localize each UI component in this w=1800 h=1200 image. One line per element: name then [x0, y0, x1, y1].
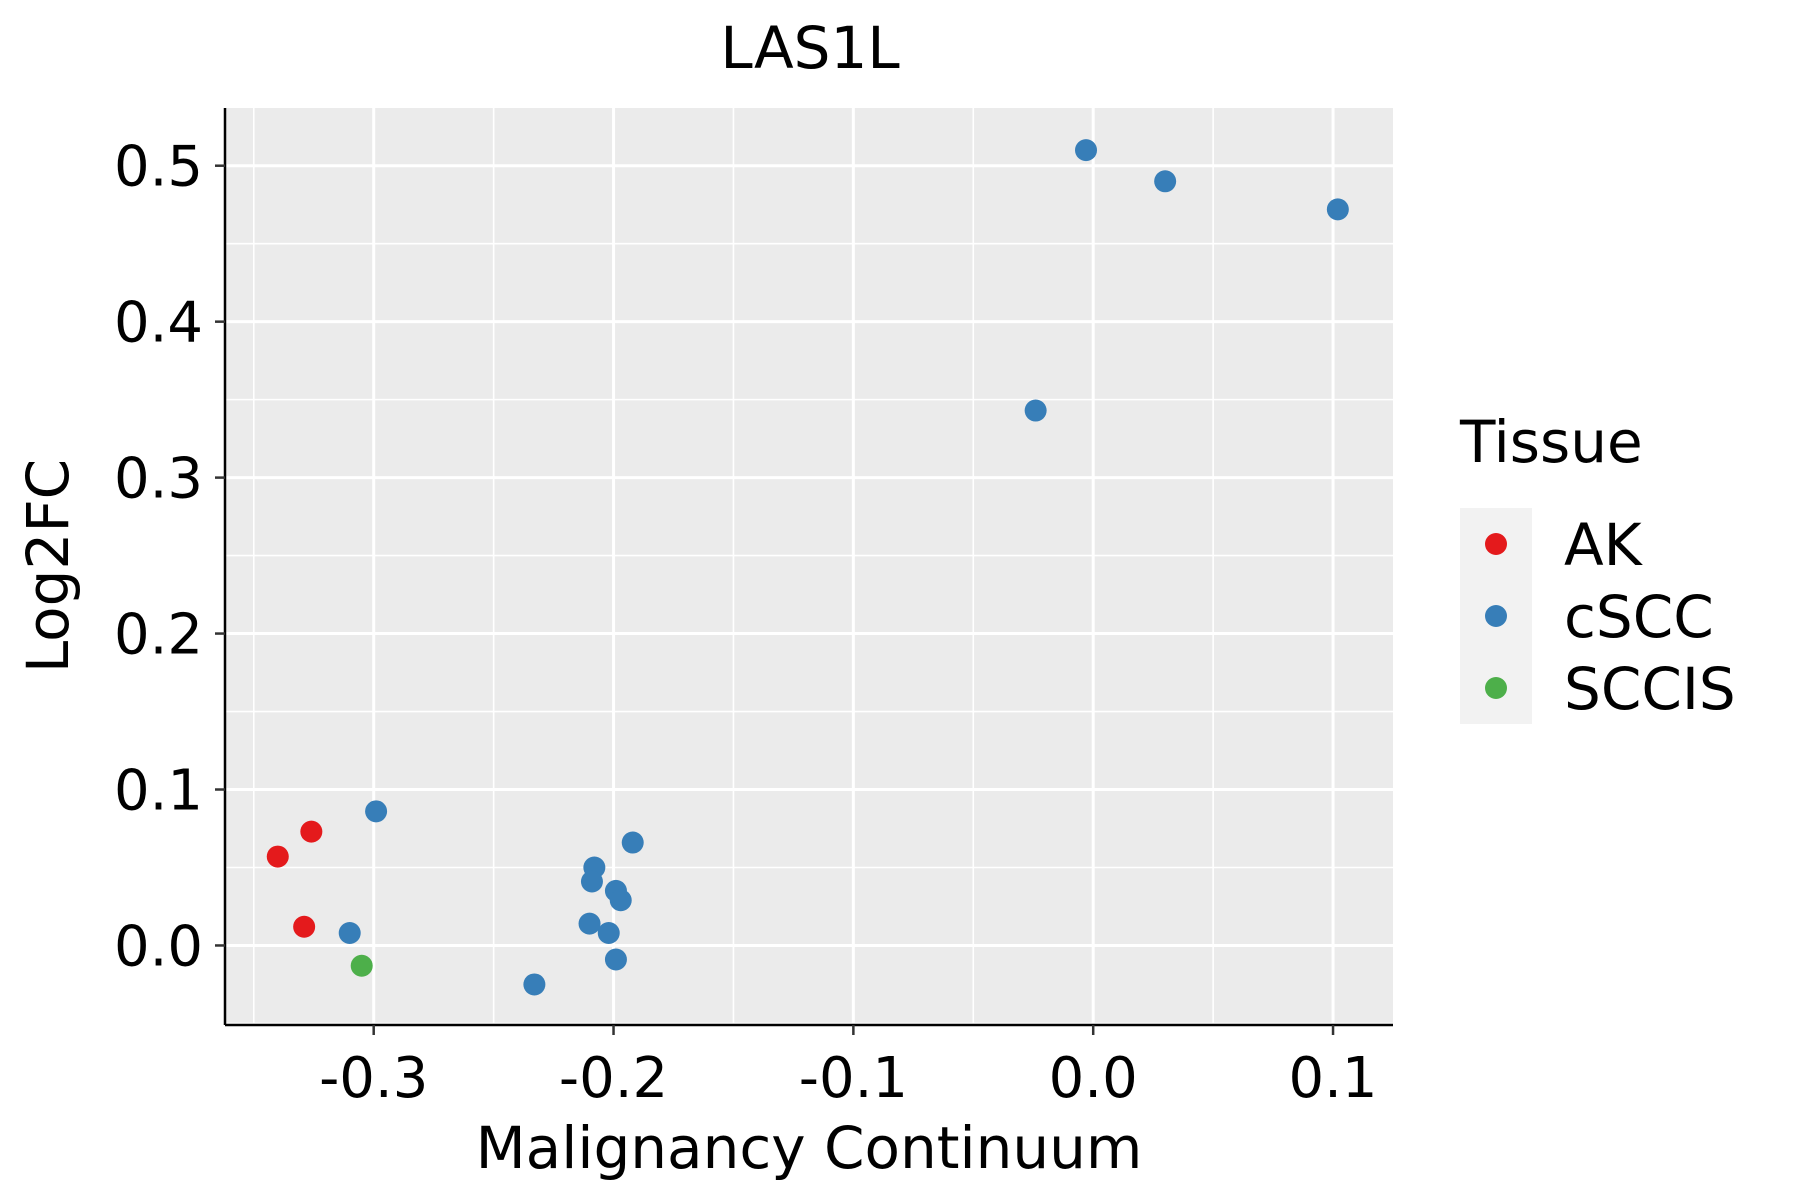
x-tick-label: -0.3 — [319, 1046, 428, 1111]
y-tick-label: 0.0 — [114, 914, 203, 979]
legend-label-sccis: SCCIS — [1564, 655, 1736, 723]
minor-gridlines — [225, 108, 1393, 1025]
point-cscc — [523, 973, 546, 996]
x-axis-label: Malignancy Continuum — [476, 1114, 1143, 1182]
x-tick-label: -0.2 — [559, 1046, 668, 1111]
x-tick-label: 0.1 — [1289, 1046, 1378, 1111]
major-gridlines — [225, 108, 1393, 1025]
y-axis-ticks: 0.0 0.1 0.2 0.3 0.4 0.5 — [114, 135, 225, 979]
y-tick-label: 0.2 — [114, 603, 203, 668]
y-tick-label: 0.4 — [114, 291, 203, 356]
point-cscc — [1326, 198, 1349, 221]
point-ak — [266, 845, 289, 868]
point-cscc — [365, 800, 388, 823]
x-tick-label: -0.1 — [799, 1046, 908, 1111]
legend-title: Tissue — [1459, 408, 1643, 476]
legend-label-cscc: cSCC — [1564, 583, 1714, 651]
legend-key-cscc — [1485, 605, 1507, 627]
data-points — [266, 139, 1349, 996]
point-cscc — [597, 921, 620, 944]
y-tick-label: 0.5 — [114, 135, 203, 200]
y-tick-label: 0.1 — [114, 759, 203, 824]
y-axis-label: Log2FC — [14, 459, 82, 673]
point-ak — [300, 820, 323, 843]
point-cscc — [609, 889, 632, 912]
point-cscc — [338, 921, 361, 944]
point-cscc — [578, 912, 601, 935]
chart-title: LAS1L — [720, 14, 899, 82]
plot-panel — [225, 108, 1393, 1025]
point-cscc — [1024, 399, 1047, 422]
point-cscc — [1154, 170, 1177, 193]
point-cscc — [1075, 139, 1098, 162]
x-axis-ticks: -0.3 -0.2 -0.1 0.0 0.1 — [319, 1025, 1378, 1111]
legend-key-ak — [1485, 533, 1507, 555]
legend-key-sccis — [1485, 677, 1507, 699]
legend-label-ak: AK — [1564, 511, 1644, 579]
point-cscc — [604, 948, 627, 971]
point-cscc — [580, 870, 603, 893]
x-tick-label: 0.0 — [1049, 1046, 1138, 1111]
y-tick-label: 0.3 — [114, 447, 203, 512]
point-sccis — [350, 954, 373, 977]
point-ak — [293, 915, 316, 938]
point-cscc — [621, 831, 644, 854]
